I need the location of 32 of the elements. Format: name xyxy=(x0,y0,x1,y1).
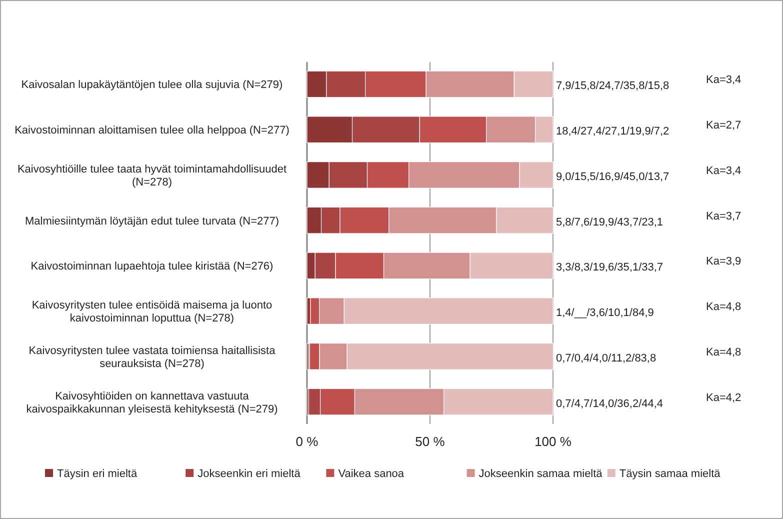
y-tick-label: Kaivosalan lupakäytäntöjen tulee olla sujuvia (N=279) xyxy=(21,79,283,92)
text: Ka=3,9 xyxy=(706,256,742,268)
legend-label: Jokseenkin eri mieltä xyxy=(198,468,302,480)
text: 5,8/7,6/19,9/43,7/23,1 xyxy=(556,216,664,228)
text: Ka=4,8 xyxy=(706,346,742,358)
text: Ka=3,4 xyxy=(706,164,742,177)
legend-label: Täysin samaa mieltä xyxy=(619,468,722,480)
x-tick-label: 50 % xyxy=(415,434,446,449)
y-tick-label: Malmiesiintymän löytäjän edut tulee turvata (N=277) xyxy=(24,215,280,228)
y-tick-label: Kaivosyritysten tulee entisöidä maisema ja luonto kaivostoiminnan loputtua (N=278) xyxy=(32,300,272,325)
text: 0,7/0,4/4,0/11,2/83,8 xyxy=(556,352,656,364)
legend-label: Täysin eri mieltä xyxy=(57,468,138,480)
text: Ka=3,4 xyxy=(706,74,742,86)
y-tick-label: Kaivosyritysten tulee vastata toimiensa haitallisista seurauksista (N=278) xyxy=(28,344,276,370)
text: 7,9/15,8/24,7/35,8/15,8 xyxy=(556,80,670,92)
text: Ka=4,8 xyxy=(706,301,742,314)
text: 3,3/8,3/19,6/35,1/33,7 xyxy=(556,262,664,274)
text: Ka=2,7 xyxy=(706,120,742,132)
x-tick-label: 100 % xyxy=(534,434,572,449)
y-tick-label: Kaivostoiminnan aloittamisen tulee olla helppoa (N=277) xyxy=(14,124,290,137)
text: 18,4/27,4/27,1/19,9/7,2 xyxy=(556,126,670,138)
legend-label: Vaikea sanoa xyxy=(338,468,405,480)
y-tick-label: Kaivosyhtiöille tulee taata hyvät toimintamahdollisuudet (N=278) xyxy=(17,163,287,188)
legend-label: Jokseenkin samaa mieltä xyxy=(478,468,604,480)
y-tick-label: Kaivostoiminnan lupaehtoja tulee kiristää (N=276) xyxy=(30,260,274,273)
text: Ka=3,7 xyxy=(706,210,742,222)
y-tick-label: Kaivosyhtiöiden on kannettava vastuuta kaivospaikkakunnan yleisestä kehityksestä (N=279) xyxy=(26,390,278,416)
text: Ka=4,2 xyxy=(706,392,742,404)
text: 0,7/4,7/14,0/36,2/44,4 xyxy=(556,398,664,410)
text: 9,0/15,5/16,9/45,0/13,7 xyxy=(556,170,670,183)
x-tick-label: 0 % xyxy=(296,434,319,449)
text: 1,4/__/3,6/10,1/84,9 xyxy=(556,307,654,320)
